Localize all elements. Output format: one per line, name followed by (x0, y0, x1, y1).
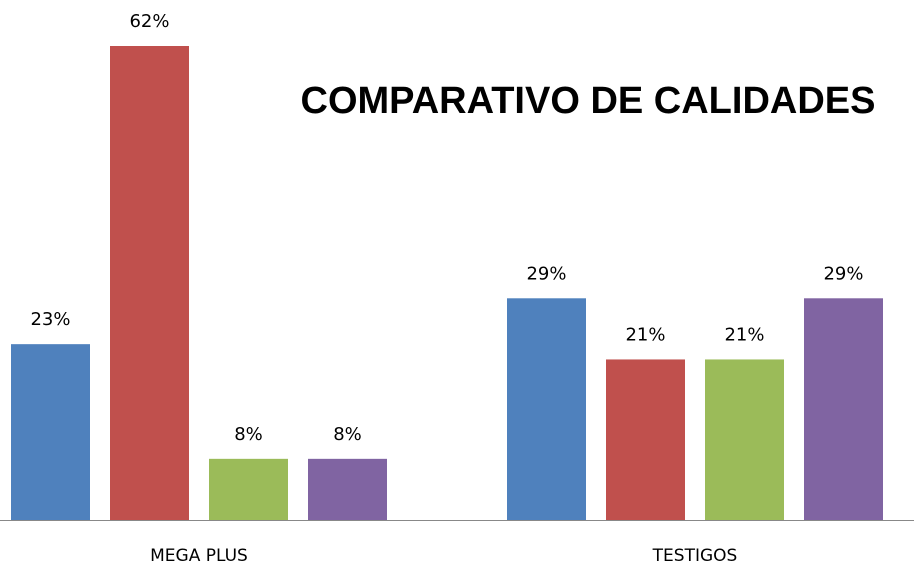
data-label: 8% (234, 424, 263, 445)
bar (110, 46, 189, 520)
bar (11, 344, 90, 520)
data-label: 23% (30, 309, 70, 330)
x-tick-label: TESTIGOS (652, 546, 738, 566)
bar (705, 359, 784, 520)
data-label: 21% (724, 324, 764, 345)
chart-title: COMPARATIVO DE CALIDADES (301, 80, 876, 122)
bar (507, 298, 586, 520)
bar (209, 458, 288, 520)
data-label: 62% (129, 11, 169, 32)
data-label: 29% (526, 263, 566, 284)
x-tick-label: MEGA PLUS (150, 546, 248, 566)
data-label: 21% (625, 324, 665, 345)
bar (606, 359, 685, 520)
data-label: 8% (333, 424, 362, 445)
bar (804, 298, 883, 520)
bar (308, 458, 387, 520)
data-label: 29% (823, 263, 863, 284)
